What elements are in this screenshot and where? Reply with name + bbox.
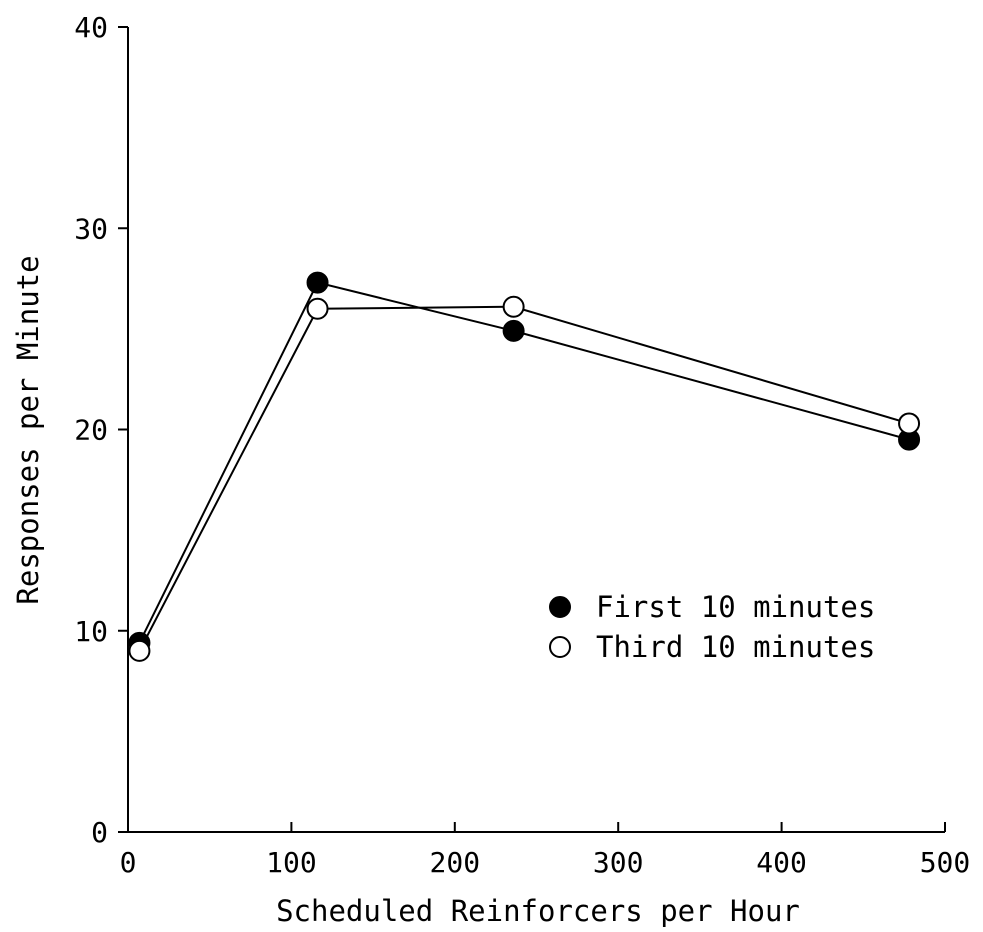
x-tick-label: 200 <box>430 846 481 879</box>
series-line-1 <box>138 305 910 652</box>
x-tick-label: 100 <box>266 846 317 879</box>
legend-marker-open-circle <box>549 636 571 658</box>
legend-label-third: Third 10 minutes <box>596 630 875 664</box>
y-tick-label: 10 <box>74 615 108 648</box>
x-tick-label: 300 <box>593 846 644 879</box>
legend: First 10 minutes Third 10 minutes <box>549 590 875 664</box>
x-tick-label: 400 <box>756 846 807 879</box>
data-point-series-1 <box>898 412 921 435</box>
legend-item-first: First 10 minutes <box>549 590 875 624</box>
data-point-series-0 <box>306 271 329 294</box>
y-axis-title: Responses per Minute <box>11 255 45 604</box>
data-point-series-1 <box>502 295 525 318</box>
legend-marker-filled-circle <box>549 596 571 618</box>
legend-label-first: First 10 minutes <box>596 590 875 624</box>
x-tick-label: 0 <box>120 846 137 879</box>
x-ticks: 0 100 200 300 400 500 <box>120 822 971 879</box>
legend-item-third: Third 10 minutes <box>549 630 875 664</box>
y-tick-label: 30 <box>74 212 108 245</box>
series-line-0 <box>138 281 910 644</box>
data-point-series-1 <box>306 297 329 320</box>
y-tick-label: 20 <box>74 414 108 447</box>
x-axis-title: Scheduled Reinforcers per Hour <box>276 894 800 928</box>
x-tick-label: 500 <box>920 846 971 879</box>
data-point-series-0 <box>502 319 525 342</box>
axes <box>127 27 945 833</box>
series-layer <box>128 271 921 662</box>
data-point-series-1 <box>128 639 151 662</box>
y-ticks: 0 10 20 30 40 <box>74 11 128 849</box>
y-tick-label: 40 <box>74 11 108 44</box>
y-tick-label: 0 <box>91 816 108 849</box>
